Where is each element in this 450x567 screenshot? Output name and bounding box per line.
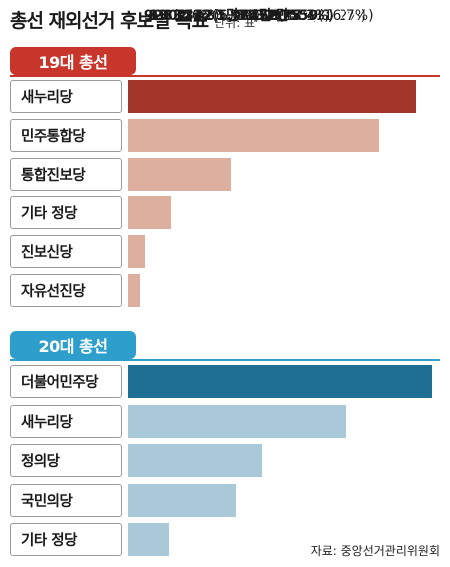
bar [128,365,433,398]
category-label: 기타 정당 [10,523,122,556]
percent-label: (2.3%) [187,8,235,24]
source-note: 자료: 중앙선거관리위원회 [310,544,440,558]
data-label: 1만559(16.7%) [266,0,373,33]
percent-label: (35.2%) [310,8,367,24]
section-title-1: 19대 총선 [10,47,136,75]
category-label: 진보신당 [10,235,122,268]
bar [128,80,416,113]
data-label: 3212(5.1%) [173,0,258,33]
category-label: 새누리당 [10,405,122,438]
data-label: 1만9757(35.2%) [249,0,366,33]
category-label: 통합진보당 [10,158,122,191]
value-label: 8132 [235,8,275,24]
section-rule-2 [10,359,440,361]
bar [128,158,232,191]
value-label: 1만559 [266,8,319,24]
data-label: 2만3936(37.8%) [128,0,424,33]
percent-label: (1.6%) [172,8,220,24]
value-label: 923 [143,8,173,24]
percent-label: (40.4%) [346,8,408,24]
section-title-2: 20대 총선 [10,331,136,359]
value-label: 2만3936 [301,8,364,24]
bar [128,196,171,229]
category-label: 새누리당 [10,80,122,113]
data-label: 8132(14.5%) [235,0,329,33]
unit-label: 단위: 표 [214,16,256,30]
category-label: 기타 정당 [10,196,122,229]
percent-label: (14.5%) [274,8,330,24]
category-label: 국민의당 [10,484,122,517]
bar [128,405,347,438]
category-label: 더불어민주당 [10,365,122,398]
bar [128,235,145,268]
value-label: 3212 [172,8,212,24]
percent-label: (6.0%) [213,8,260,24]
category-label: 민주통합당 [10,119,122,152]
category-label: 자유선진당 [10,274,122,307]
percent-label: (13.4%) [278,8,334,24]
percent-label: (5.1%) [211,8,259,24]
category-label: 정의당 [10,444,122,477]
chart-title: 총선 재외선거 후보별 득표 단위: 표 [10,6,255,33]
data-label: 1만7172(27.1%) [216,0,333,33]
value-label: 1만7172 [216,8,278,24]
bar [128,444,263,477]
data-label: 1302(2.3%) [149,0,234,33]
bar [128,119,380,152]
data-label: 8456(13.4%) [240,0,334,33]
bar [128,523,169,556]
title-text: 총선 재외선거 후보별 득표 [10,10,209,32]
bar [128,484,236,517]
value-label: 1만9757 [249,8,311,24]
data-label: 3342(6.0%) [175,0,260,33]
section-rule-1 [10,75,440,77]
data-label: 2만2646(40.4%) [128,0,408,33]
bar [128,274,140,307]
data-label: 923(1.6%) [144,0,220,33]
value-label: 2만2646 [285,8,347,24]
value-label: 1302 [148,8,188,24]
percent-label: (37.8%) [363,8,425,24]
value-label: 8456 [239,8,279,24]
percent-label: (27.1%) [277,8,334,24]
value-label: 3342 [174,8,214,24]
percent-label: (16.7%) [318,8,374,24]
